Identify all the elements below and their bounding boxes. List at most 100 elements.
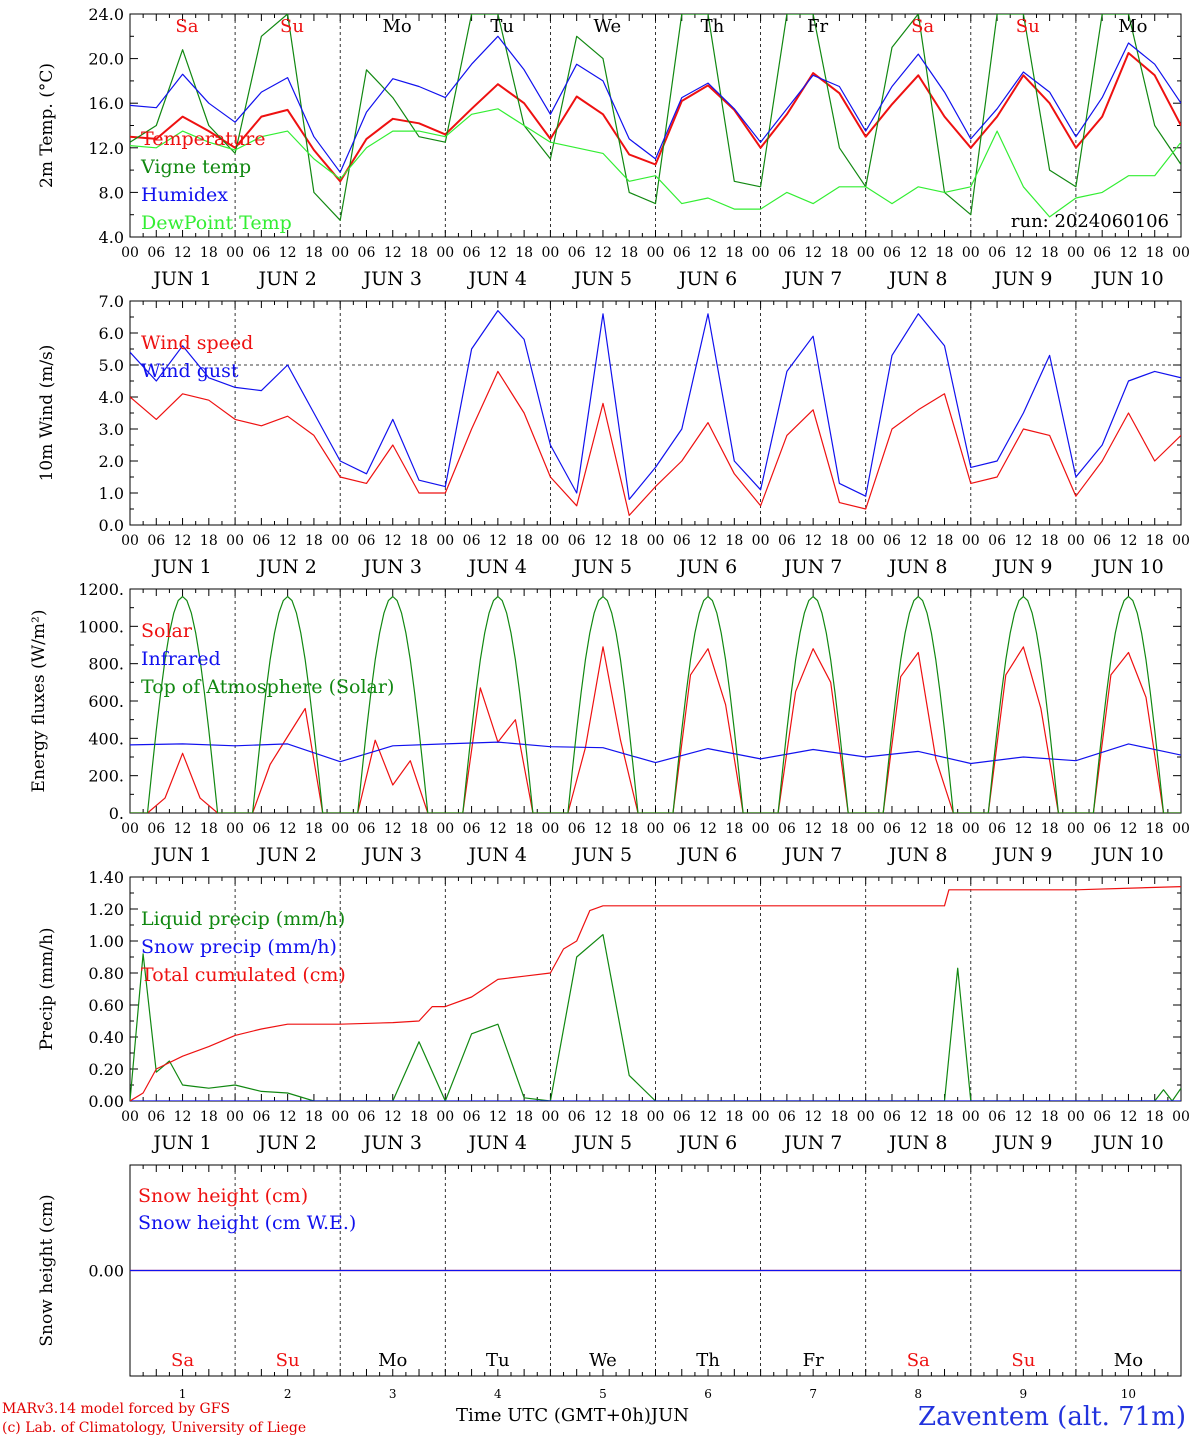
day-name: We xyxy=(589,1350,617,1371)
date-label: JUN 8 xyxy=(887,1132,947,1154)
hour-label: 18 xyxy=(410,245,428,261)
hour-label: 12 xyxy=(279,821,297,837)
hour-label: 18 xyxy=(200,1109,218,1125)
legend-entry: Solar xyxy=(141,620,193,642)
hour-label: 00 xyxy=(541,821,559,837)
day-name: Sa xyxy=(171,1350,194,1371)
hour-label: 18 xyxy=(410,1109,428,1125)
day-name: Mo xyxy=(382,16,411,37)
y-tick-label: 20.0 xyxy=(88,50,124,69)
hour-label: 18 xyxy=(725,533,743,549)
hour-label: 12 xyxy=(699,245,717,261)
date-label: JUN 7 xyxy=(782,268,842,290)
hour-label: 06 xyxy=(463,245,481,261)
hour-label: 18 xyxy=(936,1109,954,1125)
legend-entry: Humidex xyxy=(141,184,228,206)
hour-label: 18 xyxy=(200,821,218,837)
date-label: JUN 7 xyxy=(782,1132,842,1154)
legend-entry: DewPoint Temp xyxy=(141,212,292,234)
date-label: JUN 8 xyxy=(887,844,947,866)
day-number: 7 xyxy=(809,1387,817,1401)
hour-label: 12 xyxy=(174,533,192,549)
series-line-total-cumulated-cm xyxy=(130,886,1181,1101)
hour-label: 12 xyxy=(384,821,402,837)
date-label: JUN 2 xyxy=(256,556,316,578)
date-label: JUN 5 xyxy=(572,1132,632,1154)
panel-2: 0.0 1.0 2.0 3.0 4.0 5.0 6.0 7.0 10m Wind (m/s) Wi… xyxy=(37,292,1190,578)
date-label: JUN 4 xyxy=(467,844,527,866)
day-name: Su xyxy=(280,16,304,37)
legend-entry: Wind speed xyxy=(141,332,253,354)
panel-4: 0.00 0.20 0.40 0.60 0.80 1.00 1.20 1.40 Precip (… xyxy=(37,868,1190,1154)
hour-label: 06 xyxy=(252,821,270,837)
legend-entry: Infrared xyxy=(141,648,221,670)
hour-label: 06 xyxy=(673,1109,691,1125)
hour-label: 06 xyxy=(1093,821,1111,837)
hour-label: 00 xyxy=(121,533,139,549)
hour-label: 06 xyxy=(883,821,901,837)
y-axis-label: 2m Temp. (°C) xyxy=(37,63,57,188)
hour-label: 18 xyxy=(831,1109,849,1125)
hour-label: 00 xyxy=(121,1109,139,1125)
date-label: JUN 10 xyxy=(1091,556,1163,578)
day-name: Fr xyxy=(803,1350,824,1371)
y-tick-label: 600. xyxy=(88,692,124,711)
hour-label: 00 xyxy=(331,245,349,261)
series-line-humidex xyxy=(130,35,1181,173)
series-line-solar xyxy=(130,646,1181,813)
series-layer xyxy=(130,310,1181,517)
day-name: Fr xyxy=(807,16,828,37)
day-name: Th xyxy=(701,16,725,37)
y-tick-label: 0.00 xyxy=(88,1092,124,1111)
series-line-wind-gust xyxy=(130,310,1181,500)
y-axis-label: Snow height (cm) xyxy=(37,1194,57,1346)
hour-label: 12 xyxy=(1120,1109,1138,1125)
hour-label: 18 xyxy=(936,821,954,837)
hour-label: 00 xyxy=(226,821,244,837)
hour-label: 00 xyxy=(857,821,875,837)
series-line-wind-speed xyxy=(130,370,1181,517)
hour-label: 00 xyxy=(226,1109,244,1125)
hour-label: 00 xyxy=(857,245,875,261)
day-name: Mo xyxy=(1118,16,1147,37)
hour-label: 00 xyxy=(1172,245,1190,261)
hour-label: 18 xyxy=(410,533,428,549)
hour-label: 06 xyxy=(358,533,376,549)
hour-label: 00 xyxy=(1067,821,1085,837)
date-label: JUN 7 xyxy=(782,556,842,578)
day-number: 9 xyxy=(1020,1387,1028,1401)
date-label: JUN 6 xyxy=(677,844,737,866)
hour-label: 00 xyxy=(226,245,244,261)
legend-entry: Snow height (cm) xyxy=(138,1185,308,1207)
hour-label: 18 xyxy=(1146,1109,1164,1125)
hour-label: 00 xyxy=(436,1109,454,1125)
hour-label: 06 xyxy=(252,1109,270,1125)
date-label: JUN 3 xyxy=(362,844,422,866)
y-tick-label: 1.00 xyxy=(88,932,124,951)
hour-label: 06 xyxy=(463,533,481,549)
hour-label: 06 xyxy=(147,821,165,837)
hour-label: 18 xyxy=(1041,1109,1059,1125)
hour-label: 12 xyxy=(909,821,927,837)
hour-label: 00 xyxy=(857,1109,875,1125)
day-name: Sa xyxy=(911,16,934,37)
hour-label: 00 xyxy=(226,533,244,549)
hour-label: 06 xyxy=(1093,533,1111,549)
hour-label: 06 xyxy=(988,245,1006,261)
day-name: Su xyxy=(1016,16,1040,37)
y-tick-label: 1000. xyxy=(78,617,124,636)
y-tick-label: 800. xyxy=(88,655,124,674)
hour-label: 00 xyxy=(857,533,875,549)
date-label: JUN 1 xyxy=(151,268,211,290)
hour-label: 00 xyxy=(962,1109,980,1125)
hour-label: 12 xyxy=(594,821,612,837)
hour-label: 06 xyxy=(147,533,165,549)
hour-label: 12 xyxy=(174,821,192,837)
y-tick-label: 1.0 xyxy=(99,484,124,503)
date-label: JUN 5 xyxy=(572,268,632,290)
hour-label: 18 xyxy=(305,821,323,837)
hour-label: 12 xyxy=(699,1109,717,1125)
date-label: JUN 9 xyxy=(992,556,1052,578)
hour-label: 12 xyxy=(489,245,507,261)
